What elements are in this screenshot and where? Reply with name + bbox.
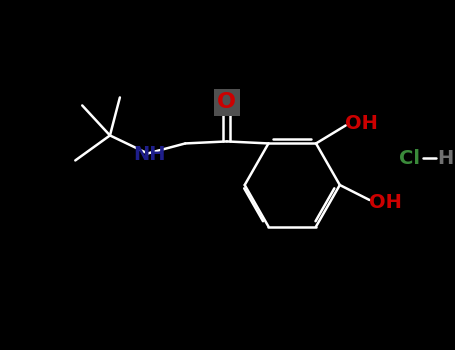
Text: Cl: Cl bbox=[399, 148, 420, 168]
Text: OH: OH bbox=[345, 114, 378, 133]
Text: NH: NH bbox=[133, 145, 166, 164]
Text: OH: OH bbox=[369, 193, 402, 211]
Text: O: O bbox=[217, 92, 236, 112]
Text: H: H bbox=[438, 148, 454, 168]
